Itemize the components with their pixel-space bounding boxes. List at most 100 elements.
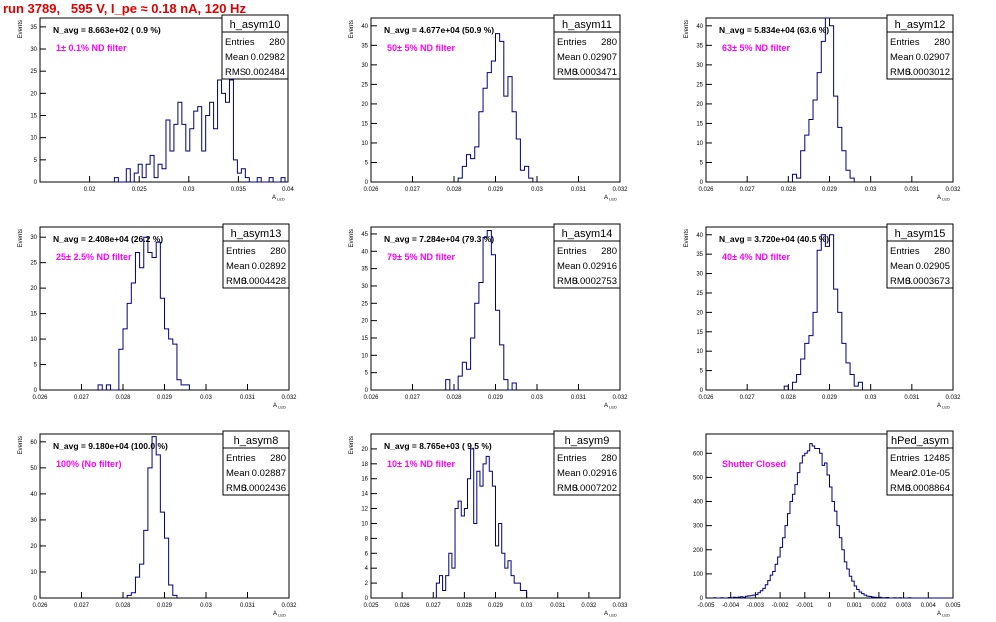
y-axis-label: Events: [684, 20, 690, 38]
x-tick-label: 0: [828, 603, 832, 609]
y-tick-label: 35: [361, 43, 368, 49]
histogram-title: h_asym11: [562, 19, 612, 31]
filter-annotation: 100% (No filter): [56, 459, 122, 469]
stats-value-rms: 0.0008864: [905, 483, 950, 494]
x-axis-label-subscript: LED: [608, 613, 617, 618]
x-tick-label: 0.002: [871, 603, 887, 609]
n-avg-label: N_avg = 4.677e+04 (50.9 %): [384, 25, 494, 35]
y-tick-label: 600: [693, 451, 704, 457]
stats-value-entries: 12485: [924, 453, 950, 464]
y-tick-label: 0: [365, 596, 369, 602]
stats-label-rms: RMS: [557, 483, 578, 494]
stats-value-mean: 0.02982: [251, 52, 285, 63]
stats-value-mean: 0.02907: [916, 52, 950, 63]
histogram-panel-hPed_asym: -0.005 -0.004 -0.003 -0.002 -0.001 0 0.001 0.00…: [693, 430, 961, 618]
stats-value-entries: 280: [934, 246, 950, 257]
x-tick-label: 0.026: [363, 187, 379, 193]
y-tick-label: 30: [696, 272, 703, 278]
stats-value-rms: 0.0004428: [241, 276, 286, 287]
stats-label-entries: Entries: [557, 37, 587, 48]
stats-values-box: [222, 240, 290, 289]
y-tick-label: 25: [361, 82, 368, 88]
stats-label-mean: Mean: [890, 52, 914, 63]
filter-annotation: 10± 1% ND filter: [387, 459, 455, 469]
y-tick-label: 15: [30, 114, 37, 120]
stats-value-rms: 0.0003673: [905, 276, 950, 287]
y-tick-label: 6: [365, 551, 369, 557]
stats-values-box: [553, 447, 621, 496]
stats-value-mean: 0.02892: [252, 261, 286, 272]
x-axis-label: A LED: [272, 195, 285, 202]
stats-value-entries: 280: [601, 37, 617, 48]
x-axis-label-subscript: LED: [277, 405, 286, 410]
y-tick-label: 25: [696, 291, 703, 297]
y-tick-label: 25: [361, 301, 368, 307]
histogram-series: [445, 229, 517, 391]
n-avg-label: N_avg = 8.765e+03 ( 9.5 %): [384, 441, 492, 451]
x-tick-label: 0.03: [865, 395, 877, 401]
y-tick-label: 0: [700, 180, 704, 186]
histogram-title: h_asym12: [895, 19, 946, 31]
histogram-series: [457, 33, 534, 182]
x-tick-label: 0.031: [571, 395, 587, 401]
filter-annotation: 1± 0.1% ND filter: [56, 43, 127, 53]
x-axis-label: A LED: [937, 403, 950, 410]
stats-label-mean: Mean: [557, 468, 581, 479]
y-tick-label: 50: [30, 466, 37, 472]
x-axis: 0.026 0.027 0.028 0.029 0.03 0.031 0.032 A LED: [698, 384, 961, 410]
x-tick-label: -0.005: [697, 603, 715, 609]
x-tick-label: -0.002: [772, 603, 790, 609]
histogram-title: h_asym13: [231, 228, 282, 240]
histogram-panel-h_asym9: 0.025 0.026 0.027 0.028 0.029 0.03 0.031 0.032 0…: [349, 430, 628, 618]
histogram-panel-h_asym10: 0.02 0.025 0.03 0.035 0.04 A LED 0 5 10 15 20 25 30 3…: [18, 14, 294, 202]
stats-values-box: [886, 240, 954, 289]
y-tick-label: 15: [696, 330, 703, 336]
stats-box: h_asym15 Entries 280 Mean 0.02905 RMS0.000367…: [886, 223, 954, 289]
y-tick-label: 40: [361, 24, 368, 30]
x-tick-label: 0.028: [115, 603, 131, 609]
stats-label-entries: Entries: [226, 246, 256, 257]
x-axis-label: A LED: [937, 611, 950, 618]
plot-frame: [39, 17, 289, 183]
y-tick-label: 15: [30, 312, 37, 318]
x-tick-label: 0.029: [157, 603, 173, 609]
y-tick-label: 20: [361, 447, 368, 453]
x-tick-label: 0.001: [847, 603, 863, 609]
x-tick-label: 0.027: [74, 603, 90, 609]
x-tick-label: 0.029: [488, 603, 504, 609]
x-tick-label: 0.033: [612, 603, 628, 609]
x-tick-label: 0.028: [781, 395, 797, 401]
x-axis-label-subscript: LED: [276, 197, 285, 202]
y-axis-label: Events: [18, 20, 24, 38]
y-tick-label: 10: [696, 349, 703, 355]
histogram-title: h_asym15: [895, 228, 946, 240]
stats-box: h_asym12 Entries 280 Mean 0.02907 RMS0.000301…: [886, 14, 954, 80]
stats-label-entries: Entries: [226, 453, 256, 464]
x-axis-label: A LED: [273, 611, 286, 618]
y-tick-label: 12: [361, 507, 368, 513]
y-tick-label: 15: [361, 336, 368, 342]
x-tick-label: 0.03: [183, 187, 195, 193]
histogram-title: h_asym9: [565, 435, 610, 447]
y-axis-label: Events: [349, 20, 355, 38]
histogram-series: [783, 234, 863, 391]
histogram-title: hPed_asym: [891, 435, 949, 447]
stats-values-box: [553, 31, 621, 80]
y-axis-label: Events: [684, 229, 690, 247]
x-tick-label: 0.032: [612, 187, 628, 193]
x-tick-label: 0.031: [904, 395, 920, 401]
y-tick-label: 40: [696, 233, 703, 239]
y-tick-label: 20: [30, 91, 37, 97]
y-tick-label: 10: [361, 521, 368, 527]
stats-value-mean: 0.02887: [252, 468, 286, 479]
x-tick-label: 0.027: [740, 187, 756, 193]
x-tick-label: -0.004: [722, 603, 740, 609]
n-avg-label: N_avg = 7.284e+04 (79.3 %): [384, 234, 494, 244]
y-tick-label: 20: [361, 102, 368, 108]
stats-label-rms: RMS: [557, 276, 578, 287]
y-tick-label: 60: [30, 440, 37, 446]
x-tick-label: 0.032: [612, 395, 628, 401]
y-tick-label: 20: [30, 544, 37, 550]
